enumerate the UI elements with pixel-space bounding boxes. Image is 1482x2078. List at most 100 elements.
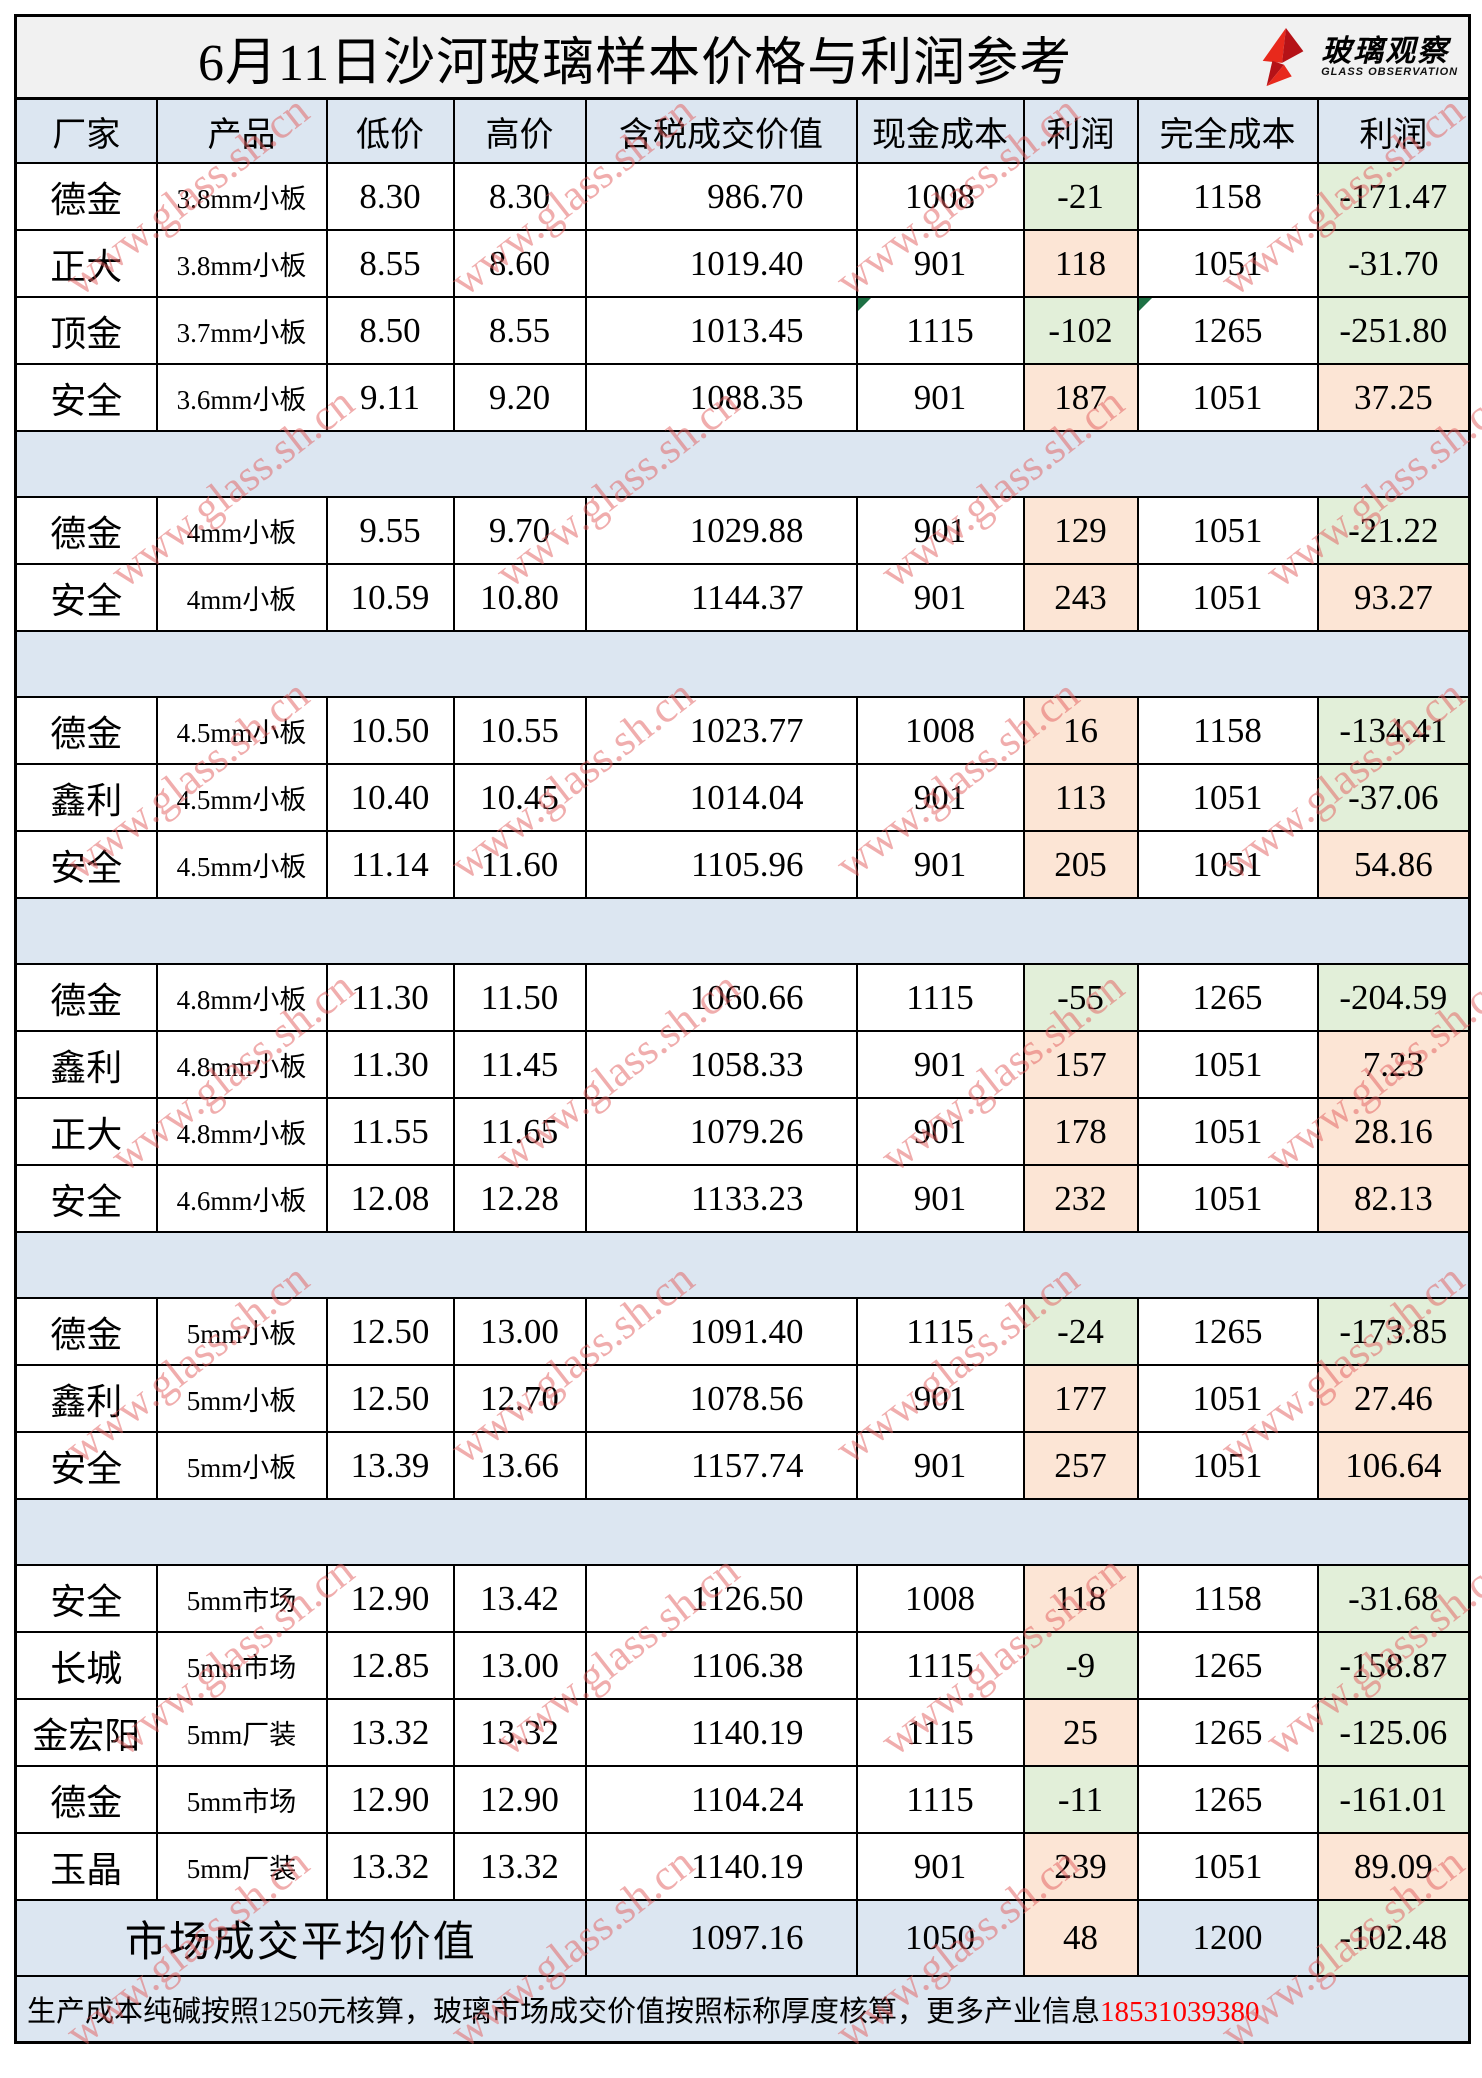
cell-factory: 鑫利 (14, 763, 158, 832)
table-row: 德金 3.8mm小板 8.30 8.30 986.70 1008 -21 1158 -171.4… (14, 162, 1471, 231)
cell-cash-cost: 901 (855, 1431, 1025, 1500)
cell-full-cost: 1051 (1136, 229, 1319, 298)
cell-high: 12.90 (452, 1765, 587, 1834)
cell-cash-cost: 901 (855, 830, 1025, 899)
section-separator-row (14, 430, 1471, 498)
cell-full-profit: -204.59 (1316, 963, 1471, 1032)
cell-factory: 鑫利 (14, 1030, 158, 1099)
cell-high: 13.00 (452, 1631, 587, 1700)
cell-profit: -102 (1022, 296, 1139, 365)
average-full-cost: 1200 (1136, 1899, 1319, 1977)
cell-high: 8.60 (452, 229, 587, 298)
average-row: 市场成交平均价值 1097.16 1050 48 1200 -102.48 (14, 1899, 1471, 1977)
page-title: 6月11日沙河玻璃样本价格与利润参考 (198, 34, 1073, 92)
section-separator-row (14, 1231, 1471, 1299)
table-row: 鑫利 4.5mm小板 10.40 10.45 1014.04 901 113 1051 -37.… (14, 763, 1471, 832)
cell-full-profit: -31.68 (1316, 1564, 1471, 1633)
cell-full-profit: -125.06 (1316, 1698, 1471, 1767)
cell-full-profit: -31.70 (1316, 229, 1471, 298)
cell-high: 10.55 (452, 696, 587, 765)
cell-value: 1088.35 (584, 363, 858, 432)
column-header-1: 产品 (155, 97, 328, 164)
cell-full-profit: 7.23 (1316, 1030, 1471, 1099)
footer-note: 生产成本纯碱按照1250元核算，玻璃市场成交价值按照标称厚度核算，更多产业信息 (27, 1996, 1101, 2028)
table-row: 德金 5mm小板 12.50 13.00 1091.40 1115 -24 1265 -173.… (14, 1297, 1471, 1366)
cell-profit: -24 (1022, 1297, 1139, 1366)
cell-profit: 113 (1022, 763, 1139, 832)
cell-low: 12.08 (325, 1164, 455, 1233)
cell-profit: -9 (1022, 1631, 1139, 1700)
logo-subtitle: GLASS OBSERVATION (1321, 65, 1459, 78)
cell-high: 12.70 (452, 1364, 587, 1433)
cell-high: 10.80 (452, 563, 587, 632)
cell-full-profit: 37.25 (1316, 363, 1471, 432)
cell-high: 13.32 (452, 1832, 587, 1901)
table-row: 德金 4.8mm小板 11.30 11.50 1060.66 1115 -55 1265 -20… (14, 963, 1471, 1032)
table-row: 鑫利 5mm小板 12.50 12.70 1078.56 901 177 1051 27.46 (14, 1364, 1471, 1433)
cell-value: 1060.66 (584, 963, 858, 1032)
cell-factory: 安全 (14, 363, 158, 432)
table-row: 鑫利 4.8mm小板 11.30 11.45 1058.33 901 157 1051 7.23 (14, 1030, 1471, 1099)
cell-full-cost: 1265 (1136, 1631, 1319, 1700)
error-indicator-triangle (1139, 299, 1152, 311)
cell-factory: 安全 (14, 1164, 158, 1233)
cell-profit: 232 (1022, 1164, 1139, 1233)
column-header-0: 厂家 (14, 97, 158, 164)
cell-full-profit: 27.46 (1316, 1364, 1471, 1433)
column-header-3: 高价 (452, 97, 587, 164)
cell-high: 9.70 (452, 496, 587, 565)
error-indicator-triangle (858, 299, 871, 311)
cell-cash-cost: 901 (855, 1164, 1025, 1233)
cell-product: 4mm小板 (155, 496, 328, 565)
cell-low: 12.50 (325, 1364, 455, 1433)
cell-profit: 118 (1022, 1564, 1139, 1633)
column-header-7: 完全成本 (1136, 97, 1319, 164)
average-full-profit: -102.48 (1316, 1899, 1471, 1977)
cell-value: 1104.24 (584, 1765, 858, 1834)
cell-profit: 205 (1022, 830, 1139, 899)
cell-low: 8.55 (325, 229, 455, 298)
price-profit-table: 6月11日沙河玻璃样本价格与利润参考 玻璃观察 GLASS OBSERVATIO… (14, 14, 1472, 2044)
cell-cash-cost: 1115 (855, 1698, 1025, 1767)
cell-cash-cost: 1008 (855, 1564, 1025, 1633)
cell-profit: 25 (1022, 1698, 1139, 1767)
cell-cash-cost: 1115 (855, 1297, 1025, 1366)
cell-full-cost: 1158 (1136, 1564, 1319, 1633)
cell-cash-cost: 901 (855, 363, 1025, 432)
cell-product: 4.5mm小板 (155, 830, 328, 899)
cell-product: 4mm小板 (155, 563, 328, 632)
cell-product: 5mm小板 (155, 1364, 328, 1433)
cell-factory: 安全 (14, 830, 158, 899)
origami-bird-icon (1262, 27, 1304, 87)
cell-factory: 正大 (14, 1097, 158, 1166)
cell-high: 8.55 (452, 296, 587, 365)
cell-low: 10.50 (325, 696, 455, 765)
cell-product: 4.8mm小板 (155, 1097, 328, 1166)
cell-value: 1058.33 (584, 1030, 858, 1099)
cell-product: 5mm厂装 (155, 1832, 328, 1901)
table-row: 正大 4.8mm小板 11.55 11.65 1079.26 901 178 1051 28.1… (14, 1097, 1471, 1166)
cell-value: 1029.88 (584, 496, 858, 565)
cell-product: 3.7mm小板 (155, 296, 328, 365)
cell-product: 5mm小板 (155, 1297, 328, 1366)
cell-value: 1023.77 (584, 696, 858, 765)
cell-high: 11.50 (452, 963, 587, 1032)
cell-full-cost: 1158 (1136, 696, 1319, 765)
cell-profit: 177 (1022, 1364, 1139, 1433)
cell-low: 13.39 (325, 1431, 455, 1500)
cell-value: 1014.04 (584, 763, 858, 832)
cell-full-cost: 1051 (1136, 1364, 1319, 1433)
cell-low: 13.32 (325, 1698, 455, 1767)
cell-profit: 118 (1022, 229, 1139, 298)
cell-full-profit: -21.22 (1316, 496, 1471, 565)
cell-low: 12.90 (325, 1765, 455, 1834)
table-row: 正大 3.8mm小板 8.55 8.60 1019.40 901 118 1051 -31.70 (14, 229, 1471, 298)
cell-full-cost: 1051 (1136, 1164, 1319, 1233)
cell-value: 1013.45 (584, 296, 858, 365)
cell-full-cost: 1265 (1136, 963, 1319, 1032)
cell-value: 1106.38 (584, 1631, 858, 1700)
table-row: 德金 4mm小板 9.55 9.70 1029.88 901 129 1051 -21.22 (14, 496, 1471, 565)
cell-value: 1140.19 (584, 1832, 858, 1901)
column-header-6: 利润 (1022, 97, 1139, 164)
cell-full-cost: 1265 (1136, 296, 1319, 365)
